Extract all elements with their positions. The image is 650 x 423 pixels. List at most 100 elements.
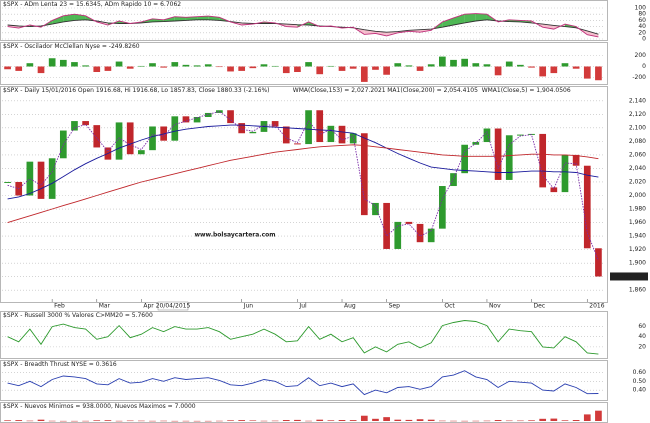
- bar: [394, 419, 402, 421]
- bar: [138, 65, 145, 67]
- legend-entry: WMA1(Close,5) = 1,904.0506: [482, 87, 571, 94]
- candle: [48, 158, 56, 199]
- bar: [104, 420, 112, 421]
- candle: [416, 223, 424, 243]
- bar: [115, 420, 123, 422]
- bar: [539, 66, 547, 77]
- bar: [149, 420, 156, 422]
- candle: [360, 133, 368, 216]
- last-value-box: [610, 272, 648, 281]
- cursor-box: [157, 301, 189, 311]
- bar: [294, 66, 301, 72]
- bar: [383, 417, 390, 421]
- candle: [282, 126, 290, 144]
- bar: [583, 66, 591, 79]
- cursor-label: 20/04/2015: [156, 303, 191, 310]
- y-tick-label: 1,980: [629, 206, 646, 213]
- x-tick-label: Jun: [243, 303, 254, 310]
- bar: [472, 420, 480, 422]
- bar: [93, 420, 101, 421]
- candle: [249, 131, 257, 134]
- y-tick-label: 1,900: [629, 260, 646, 267]
- bar: [126, 420, 134, 422]
- candle: [182, 116, 190, 123]
- bar: [472, 63, 480, 67]
- bar: [249, 420, 257, 421]
- y-tick-label: 60: [638, 323, 646, 330]
- bar: [93, 66, 101, 72]
- last-value-label: 1,880.33: [616, 273, 643, 280]
- bar: [37, 66, 45, 74]
- candle: [238, 123, 246, 134]
- bar: [360, 415, 368, 421]
- candle: [115, 122, 123, 160]
- bar: [160, 66, 167, 68]
- candle: [26, 161, 34, 196]
- candle: [138, 150, 145, 155]
- bar: [360, 66, 368, 82]
- bar: [372, 66, 379, 70]
- bar: [138, 420, 145, 422]
- bar: [193, 420, 201, 422]
- cross-area: [185, 16, 198, 21]
- candle: [93, 125, 101, 148]
- bar: [461, 420, 468, 422]
- watermark: www.bolsaycartera.com: [194, 232, 275, 239]
- bar: [204, 64, 212, 67]
- candle: [193, 117, 201, 123]
- bar: [528, 66, 535, 68]
- bar: [204, 420, 212, 422]
- cross-area: [453, 14, 465, 26]
- bar: [338, 66, 346, 71]
- bar: [305, 420, 312, 422]
- bar: [349, 420, 357, 421]
- candle: [539, 133, 547, 188]
- panel-title: $SPX - Russell 3000 % Valores C>MM20 = 5…: [3, 312, 153, 319]
- bar: [171, 420, 179, 422]
- series-line: [7, 124, 599, 200]
- cross-area: [63, 14, 75, 22]
- bar: [539, 418, 547, 421]
- panel-title: $SPX - Breadth Thrust NYSE = 0.3616: [3, 361, 117, 368]
- cross-area: [587, 30, 599, 37]
- x-tick-label: Oct: [444, 303, 455, 310]
- y-tick-label: 2,020: [629, 178, 646, 185]
- bar: [182, 420, 190, 422]
- bar: [4, 420, 11, 421]
- bar: [550, 66, 558, 74]
- bar: [595, 410, 602, 421]
- cross-area: [475, 13, 487, 22]
- bar: [37, 419, 45, 421]
- candle: [427, 228, 435, 243]
- candle: [405, 221, 413, 224]
- y-tick-label: 20: [638, 29, 646, 36]
- bar: [104, 66, 112, 71]
- y-tick-label: 2,100: [629, 124, 646, 131]
- bar: [517, 64, 524, 67]
- bar: [238, 420, 246, 421]
- series-line: [7, 370, 599, 396]
- bar: [528, 420, 535, 421]
- y-tick-label: 40: [638, 333, 646, 340]
- candle: [450, 173, 457, 187]
- y-tick-label: 2,080: [629, 138, 646, 145]
- x-tick-label: Aug: [344, 303, 356, 310]
- candle: [505, 135, 513, 180]
- bar: [48, 58, 56, 67]
- candle: [494, 128, 502, 180]
- y-tick-label: 1,960: [629, 219, 646, 226]
- bar: [15, 66, 23, 71]
- panel-title: $SPX - Daily 15/01/2016 Open 1916.68, Hi…: [3, 87, 270, 94]
- y-tick-label: 1,860: [629, 287, 646, 294]
- candle: [439, 186, 446, 229]
- cross-area: [442, 17, 454, 28]
- bar: [416, 419, 424, 421]
- candle: [149, 126, 156, 151]
- bar: [327, 65, 335, 67]
- panel-title: $SPX - ADm Lenta 23 = 15.6345, ADm Rapid…: [3, 1, 181, 8]
- candle: [461, 144, 468, 174]
- y-tick-label: 2,060: [629, 151, 646, 158]
- series-line: [7, 320, 599, 355]
- bar: [483, 64, 491, 67]
